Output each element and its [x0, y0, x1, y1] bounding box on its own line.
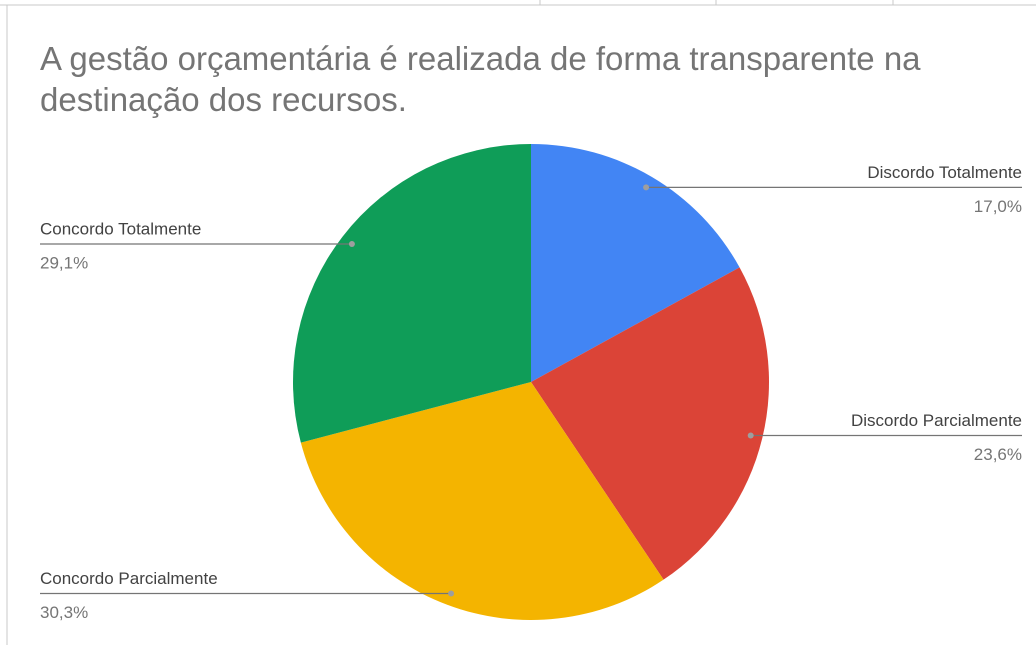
- slice-value-label: 30,3%: [40, 603, 88, 622]
- slice-value-label: 29,1%: [40, 253, 88, 272]
- pie-slice: [531, 144, 740, 382]
- leader-dot: [643, 184, 650, 191]
- slice-label: Discordo Parcialmente: [851, 411, 1022, 430]
- slice-label: Concordo Parcialmente: [40, 569, 218, 588]
- pie-slice: [292, 144, 531, 443]
- slice-value-label: 23,6%: [974, 445, 1022, 464]
- leader-dot: [747, 432, 754, 439]
- pie-slice: [300, 382, 664, 620]
- slice-label: Discordo Totalmente: [867, 163, 1022, 182]
- leader-dot: [448, 590, 455, 597]
- slice-value-label: 17,0%: [974, 197, 1022, 216]
- pie-slice: [531, 267, 769, 580]
- slice-label: Concordo Totalmente: [40, 219, 201, 238]
- chart-title: A gestão orçamentária é realizada de for…: [40, 40, 921, 118]
- leader-dot: [348, 240, 355, 247]
